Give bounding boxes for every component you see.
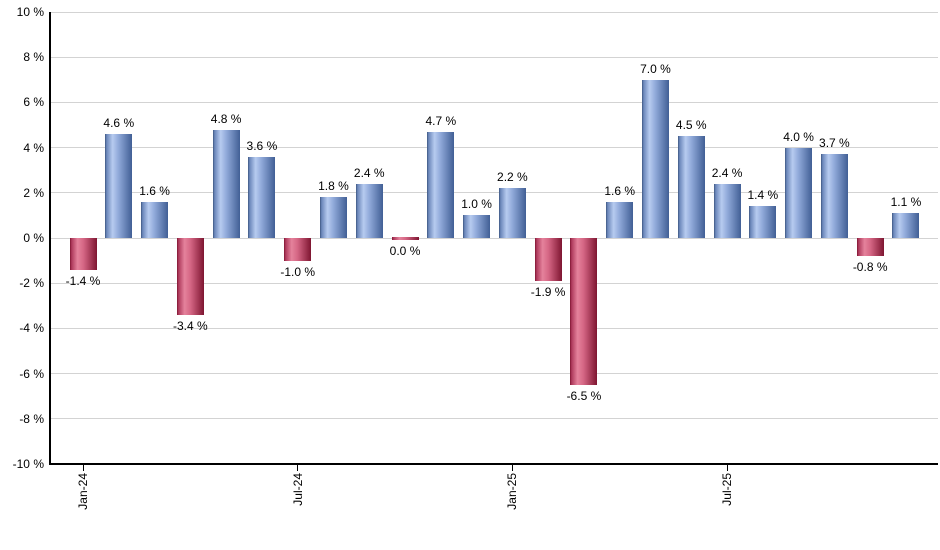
gridline-0	[50, 237, 938, 239]
bar-value-label-Jul-25: 2.4 %	[711, 165, 743, 180]
x-axis-tick-label-Jul-24: Jul-24	[290, 473, 305, 506]
gridline-10	[50, 11, 938, 13]
bar-value-label-Oct-24: 0.0 %	[389, 244, 421, 258]
bar-Nov-25	[856, 238, 884, 257]
bar-Jan-25	[498, 188, 526, 238]
bar-value-label-Oct-25: 3.7 %	[819, 136, 850, 151]
bar-value-label-Dec-25: 1.1 %	[890, 195, 922, 210]
bar-value-label-May-25: 7.0 %	[640, 61, 671, 76]
bar-Oct-25	[820, 154, 848, 238]
y-axis-tick-label: 0 %	[23, 231, 44, 245]
x-axis-tick-Jul-24	[297, 464, 299, 471]
bar-Jun-24	[248, 156, 276, 238]
bar-value-label-Jun-24: 3.6 %	[246, 138, 278, 153]
bar-value-label-Apr-25: 1.6 %	[604, 183, 636, 198]
x-axis-tick-Jul-25	[726, 464, 728, 471]
bar-Dec-24	[463, 215, 491, 238]
y-axis-tick-label: -4 %	[19, 321, 44, 336]
bar-value-label-Nov-25: -0.8 %	[852, 260, 888, 275]
bar-Apr-25	[606, 201, 634, 238]
gridline-8	[50, 56, 938, 58]
gridline--2	[50, 282, 938, 284]
bar-May-25	[641, 79, 669, 238]
bar-Sep-24	[355, 183, 383, 238]
x-axis-tick-Jan-24	[82, 464, 84, 471]
bar-Nov-24	[427, 131, 455, 238]
bar-value-label-Aug-25: 1.4 %	[747, 188, 779, 203]
bar-value-label-Mar-25: -6.5 %	[566, 388, 602, 403]
x-axis-tick-label-Jul-25: Jul-25	[720, 473, 735, 506]
bar-Aug-24	[319, 197, 347, 238]
bar-Oct-24	[391, 237, 419, 240]
y-axis-tick-label: -10 %	[12, 457, 44, 471]
y-axis-tick-label: 10 %	[16, 5, 44, 19]
bar-value-label-Apr-24: -3.4 %	[172, 318, 208, 333]
bar-Sep-25	[785, 147, 813, 238]
gridline-2	[50, 192, 938, 194]
y-axis-tick-label: -2 %	[19, 276, 44, 291]
bar-Feb-24	[105, 134, 133, 238]
bar-Jun-25	[677, 136, 705, 238]
y-axis-tick-label: 4 %	[23, 140, 44, 155]
bar-Mar-25	[570, 238, 598, 385]
y-axis-tick-label: 2 %	[23, 185, 44, 200]
bar-value-label-Aug-24: 1.8 %	[318, 179, 349, 194]
bar-value-label-Jul-24: -1.0 %	[280, 264, 316, 279]
bar-Dec-25	[892, 213, 920, 238]
bar-value-label-Jan-24: -1.4 %	[65, 273, 101, 288]
bar-Aug-25	[749, 206, 777, 238]
gridline--6	[50, 373, 938, 375]
bar-Feb-25	[534, 238, 562, 281]
bar-value-label-Jan-25: 2.2 %	[497, 170, 528, 185]
x-axis-tick-Jan-25	[511, 464, 513, 471]
bar-Jan-24	[69, 238, 97, 270]
y-axis-tick-label: -6 %	[19, 366, 44, 381]
gridline--4	[50, 327, 938, 329]
x-axis-tick-label-Jan-24: Jan-24	[76, 473, 90, 510]
bar-value-label-Feb-24: 4.6 %	[103, 116, 135, 131]
gridline-4	[50, 147, 938, 149]
gridline--8	[50, 418, 938, 420]
bar-value-label-Jun-25: 4.5 %	[675, 118, 707, 133]
bar-May-24	[212, 129, 240, 238]
bar-value-label-Sep-24: 2.4 %	[353, 165, 385, 180]
bar-value-label-May-24: 4.8 %	[210, 111, 242, 126]
y-axis-line	[49, 12, 51, 465]
y-axis-tick-label: 6 %	[23, 95, 44, 110]
y-axis-tick-label: -8 %	[19, 411, 44, 426]
y-axis-tick-label: 8 %	[23, 50, 44, 65]
bar-Mar-24	[141, 201, 169, 238]
bar-Jul-24	[284, 238, 312, 261]
bar-value-label-Sep-25: 4.0 %	[783, 129, 814, 144]
bar-value-label-Mar-24: 1.6 %	[139, 183, 170, 198]
bar-value-label-Dec-24: 1.0 %	[461, 197, 492, 212]
x-axis-line	[49, 463, 938, 465]
x-axis-tick-label-Jan-25: Jan-25	[505, 473, 520, 510]
bar-Apr-24	[176, 238, 204, 315]
bar-value-label-Nov-24: 4.7 %	[425, 113, 457, 128]
gridline-6	[50, 101, 938, 103]
bar-value-label-Feb-25: -1.9 %	[530, 284, 566, 299]
bar-Jul-25	[713, 183, 741, 238]
